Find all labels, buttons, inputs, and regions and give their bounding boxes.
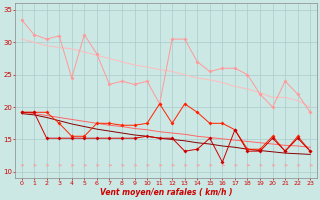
X-axis label: Vent moyen/en rafales ( km/h ): Vent moyen/en rafales ( km/h ) [100, 188, 232, 197]
